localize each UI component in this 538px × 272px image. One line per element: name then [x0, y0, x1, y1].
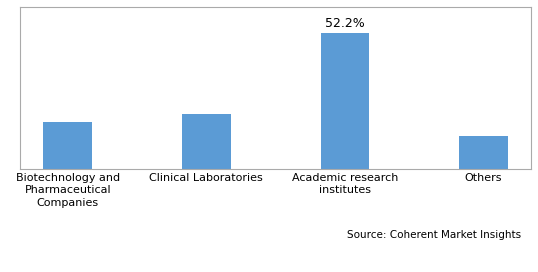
Text: Source: Coherent Market Insights: Source: Coherent Market Insights — [346, 230, 521, 240]
Bar — [182, 114, 231, 169]
Bar — [459, 136, 508, 169]
Bar — [321, 32, 369, 169]
Bar — [44, 122, 92, 169]
Text: 52.2%: 52.2% — [325, 17, 365, 30]
